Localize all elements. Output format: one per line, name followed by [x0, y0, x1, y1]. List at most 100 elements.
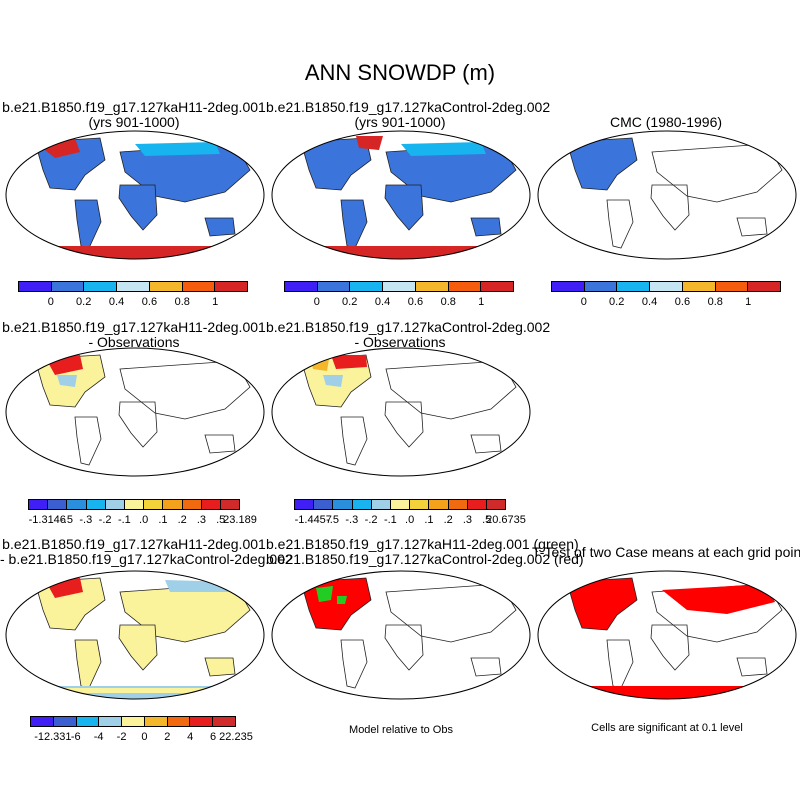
- panel-7-title-line1: b.e21.B1850.f19_g17.127kaH11-2deg.001 (g…: [266, 536, 579, 552]
- colorbar-swatch: [182, 500, 202, 509]
- colorbar-tick-label: -6: [70, 731, 81, 743]
- colorbar-swatch: [650, 282, 683, 291]
- note-significance: Cells are significant at 0.1 level: [591, 722, 743, 734]
- colorbar-swatch: [220, 500, 240, 509]
- panel-5-title: b.e21.B1850.f19_g17.127kaControl-2deg.00…: [266, 320, 550, 350]
- colorbar-tick-label: 0.6: [674, 296, 691, 308]
- panel-4-title-line2: - Observations: [88, 334, 180, 350]
- colorbar-swatch: [99, 717, 123, 726]
- colorbar-tick-label: 2: [164, 731, 171, 743]
- colorbar-swatch: [67, 500, 87, 509]
- colorbar-swatch: [715, 282, 749, 291]
- colorbar-panel-5-labels: -1.4457 -.5 -.3 -.2 -.1 .0 .1 .2 .3 .5 20.6735: [294, 514, 526, 528]
- colorbar-swatch: [350, 282, 384, 291]
- colorbar-tick-label: .0: [139, 514, 149, 526]
- map-panel-6: [5, 570, 265, 700]
- colorbar-tick-label: 4: [187, 731, 194, 743]
- colorbar-tick-label: -12.331: [34, 731, 72, 743]
- colorbar-tick-label: -.2: [364, 514, 378, 526]
- colorbar-swatch: [53, 717, 77, 726]
- colorbar-tick-label: .3: [196, 514, 207, 526]
- colorbar-swatch: [333, 500, 353, 509]
- figure-title: ANN SNOWDP (m): [304, 60, 496, 85]
- map-panel-4: [5, 347, 265, 477]
- panel-1-title-line1: b.e21.B1850.f19_g17.127kaH11-2deg.001: [2, 99, 266, 115]
- colorbar-swatch: [352, 500, 372, 509]
- note-model-relative: Model relative to Obs: [349, 724, 453, 736]
- colorbar-swatch: [682, 282, 716, 291]
- colorbar-swatch: [486, 500, 506, 509]
- colorbar-swatch: [467, 500, 487, 509]
- colorbar-tick-label: -4: [93, 731, 104, 743]
- colorbar-tick-label: 0.2: [342, 296, 358, 308]
- colorbar-tick-label: 1: [212, 296, 219, 308]
- panel-2-title-line2: (yrs 901-1000): [354, 114, 446, 130]
- colorbar-tick-label: 22.235: [219, 731, 253, 743]
- colorbar-swatch: [149, 282, 183, 291]
- colorbar-tick-label: .0: [405, 514, 415, 526]
- colorbar-panel-6-labels: -12.331 -6 -4 -2 0 2 4 6 22.235: [30, 731, 253, 745]
- colorbar-tick-label: 0.2: [609, 296, 625, 308]
- colorbar-tick-label: 0.8: [174, 296, 190, 308]
- panel-4-title: b.e21.B1850.f19_g17.127kaH11-2deg.001 - …: [0, 320, 268, 350]
- panel-8-title-line2: T-Test of two Case means at each grid po…: [532, 544, 800, 560]
- colorbar-tick-label: -.3: [345, 514, 359, 526]
- colorbar-tick-label: 0: [580, 296, 587, 308]
- colorbar-tick-label: -.3: [79, 514, 93, 526]
- colorbar-swatch: [124, 500, 145, 509]
- colorbar-swatch: [617, 282, 651, 291]
- colorbar-swatch: [201, 500, 221, 509]
- colorbar-swatch: [390, 500, 411, 509]
- panel-1-title-line2: (yrs 901-1000): [88, 114, 180, 130]
- colorbar-swatch: [117, 282, 150, 291]
- colorbar-tick-label: 0: [313, 296, 320, 308]
- colorbar-panel-5: [294, 499, 506, 510]
- colorbar-swatch: [415, 282, 449, 291]
- colorbar-swatch: [86, 500, 106, 509]
- panel-6-title-line2: - b.e21.B1850.f19_g17.127kaControl-2deg.…: [0, 551, 293, 567]
- colorbar-swatch: [105, 500, 125, 509]
- colorbar-panel-3: [551, 281, 781, 292]
- panel-3-title-line2: CMC (1980-1996): [609, 114, 723, 130]
- colorbar-tick-label: 0.2: [76, 296, 92, 308]
- colorbar-swatch: [76, 717, 100, 726]
- colorbar-tick-label: -1.4457: [294, 514, 332, 526]
- colorbar-panel-4: [28, 499, 240, 510]
- colorbar-swatch: [285, 282, 318, 291]
- colorbar-swatch: [213, 717, 236, 726]
- colorbar-panel-4-labels: -1.3146 -.5 -.3 -.2 -.1 .0 .1 .2 .3 .5 23.189: [28, 514, 257, 528]
- colorbar-swatch: [215, 282, 248, 291]
- colorbar-tick-label: -.2: [98, 514, 112, 526]
- colorbar-swatch: [51, 282, 85, 291]
- colorbar-panel-3-labels: 0 0.2 0.4 0.6 0.8 1: [551, 296, 781, 310]
- colorbar-swatch: [29, 500, 49, 509]
- panel-5-title-line2: - Observations: [354, 334, 446, 350]
- colorbar-swatch: [31, 717, 54, 726]
- colorbar-panel-2-labels: 0 0.2 0.4 0.6 0.8 1: [284, 296, 514, 310]
- colorbar-swatch: [295, 500, 315, 509]
- panel-2-title-line1: b.e21.B1850.f19_g17.127kaControl-2deg.00…: [266, 99, 551, 115]
- colorbar-swatch: [748, 282, 781, 291]
- map-panel-8: [537, 570, 797, 700]
- colorbar-tick-label: 1: [745, 296, 752, 308]
- map-panel-3: [537, 130, 797, 260]
- colorbar-tick-label: 0.6: [141, 296, 158, 308]
- colorbar-tick-label: 0.6: [407, 296, 424, 308]
- colorbar-tick-label: -2: [116, 731, 127, 743]
- colorbar-tick-label: 23.189: [223, 514, 257, 526]
- colorbar-tick-label: .1: [158, 514, 168, 526]
- panel-8-title: T-Test of two Case means at each grid po…: [532, 545, 800, 560]
- panel-6-title-line1: b.e21.B1850.f19_g17.127kaH11-2deg.001: [2, 536, 266, 552]
- colorbar-tick-label: .5: [216, 514, 226, 526]
- colorbar-tick-label: 1: [478, 296, 485, 308]
- colorbar-swatch: [144, 500, 164, 509]
- colorbar-swatch: [19, 282, 52, 291]
- colorbar-swatch: [371, 500, 391, 509]
- colorbar-swatch: [122, 717, 145, 726]
- colorbar-tick-label: .3: [462, 514, 473, 526]
- colorbar-tick-label: 0.8: [707, 296, 723, 308]
- colorbar-swatch: [448, 500, 468, 509]
- colorbar-tick-label: 0.4: [641, 296, 658, 308]
- map-panel-2: [271, 130, 531, 260]
- colorbar-panel-6: [30, 716, 236, 727]
